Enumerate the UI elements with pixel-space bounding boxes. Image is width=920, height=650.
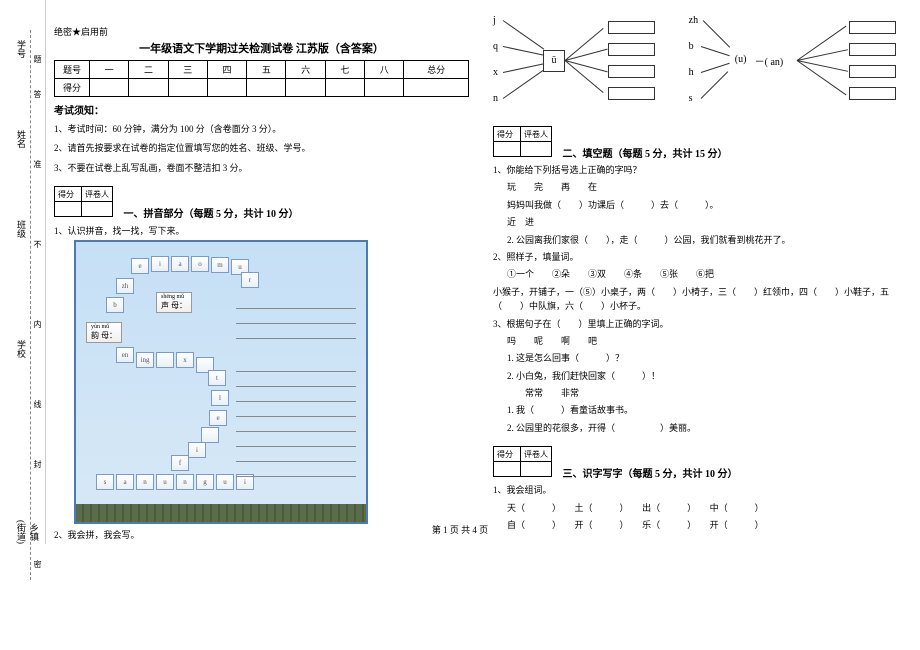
gutter-label: 班级 xyxy=(15,220,28,238)
section3-title: 三、识字写字（每题 5 分，共计 10 分） xyxy=(563,469,738,480)
score-box: 得分评卷人 xyxy=(493,446,552,477)
seal-mark: 题 xyxy=(32,55,43,63)
score-box: 得分评卷人 xyxy=(54,186,113,217)
seal-mark: 线 xyxy=(32,400,43,408)
gutter-label: 学校 xyxy=(15,340,28,358)
q2-2: 2、照样子，填量词。 xyxy=(493,250,903,264)
q3-1: 1、我会组词。 xyxy=(493,483,903,497)
notice-item: 3、不要在试卷上乱写乱画，卷面不整洁扣 3 分。 xyxy=(54,161,469,175)
seal-mark: 密 xyxy=(32,560,43,568)
confidential-label: 绝密★启用前 xyxy=(54,25,469,38)
section2-title: 二、填空题（每题 5 分，共计 15 分） xyxy=(563,149,728,160)
pinyin-diagram: j q x n ü zh b h xyxy=(493,15,903,105)
notice-title: 考试须知： xyxy=(54,102,469,117)
seal-mark: 不 xyxy=(32,240,43,248)
gutter-label: 学号 xyxy=(15,40,28,58)
seal-mark: 封 xyxy=(32,460,43,468)
question-1-1: 1、认识拼音，找一找，写下来。 xyxy=(54,224,469,237)
gutter-label: 姓名 xyxy=(15,130,28,148)
q2-3: 3、根据句子在（ ）里填上正确的字词。 xyxy=(493,317,903,331)
notice-item: 1、考试时间：60 分钟，满分为 100 分（含卷面分 3 分）。 xyxy=(54,122,469,136)
seal-mark: 准 xyxy=(32,160,43,168)
seal-mark: 答 xyxy=(32,90,43,98)
q2-1: 1、你能给下列括号选上正确的字吗？ xyxy=(493,163,903,177)
snake-diagram: e i a o m u r zh b en ing x t l e i f s … xyxy=(74,240,368,524)
score-box: 得分评卷人 xyxy=(493,126,552,157)
seal-mark: 内 xyxy=(32,320,43,328)
exam-title: 一年级语文下学期过关检测试卷 江苏版（含答案） xyxy=(54,40,469,56)
page-footer: 第 1 页 共 4 页 xyxy=(0,523,920,536)
section1-title: 一、拼音部分（每题 5 分，共计 10 分） xyxy=(124,209,299,220)
notice-item: 2、请首先按要求在试卷的指定位置填写您的姓名、班级、学号。 xyxy=(54,141,469,155)
score-table: 题号 一二三四五六七八总分 得分 xyxy=(54,60,469,97)
